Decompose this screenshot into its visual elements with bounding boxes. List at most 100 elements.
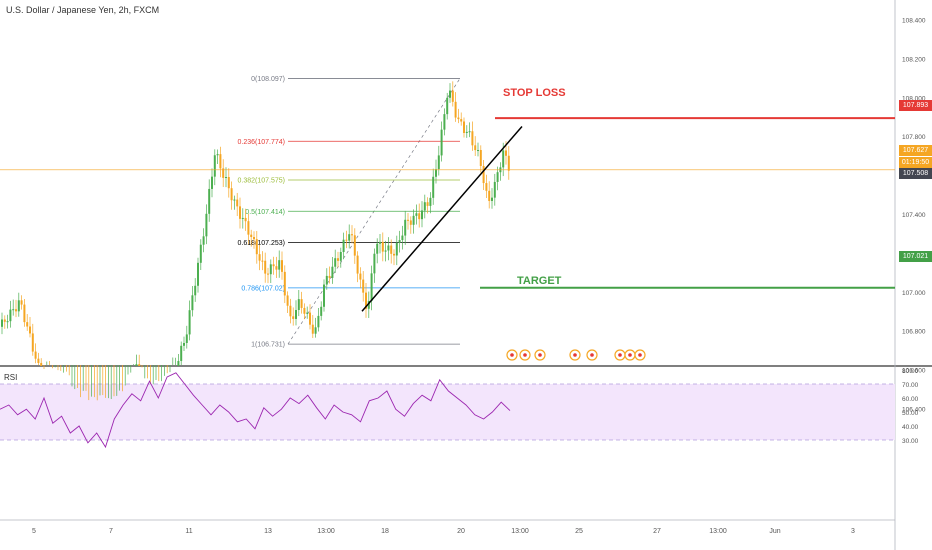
ascending-trendline xyxy=(361,125,523,312)
candle-body xyxy=(412,215,415,225)
candle-body xyxy=(205,213,208,237)
candle-body xyxy=(20,300,23,305)
user-drawings[interactable] xyxy=(0,117,895,312)
event-flag-dot xyxy=(573,353,577,357)
candle-body xyxy=(202,236,205,245)
candle-body xyxy=(138,364,141,366)
fib-level-label: 0.382(107.575) xyxy=(238,177,285,184)
candle-body xyxy=(213,155,216,177)
candle-body xyxy=(435,169,437,177)
price-tick: 107.400 xyxy=(902,212,926,219)
event-flag-dot xyxy=(628,353,632,357)
time-tick: 20 xyxy=(457,528,465,535)
time-tick: 13:00 xyxy=(511,528,529,535)
time-tick: 27 xyxy=(653,528,661,535)
candle-body xyxy=(393,253,395,256)
candle-body xyxy=(443,114,446,130)
time-tick: 13 xyxy=(264,528,272,535)
candle-body xyxy=(446,97,449,115)
candle-body xyxy=(339,252,342,261)
candle-body xyxy=(398,240,401,243)
candle-body xyxy=(502,150,505,168)
rsi-band xyxy=(0,383,895,441)
time-tick: 7 xyxy=(109,528,113,535)
fibonacci-retracement[interactable]: 0(108.097) 0.236(107.774) 0.382(107.575) 0.… xyxy=(238,76,461,349)
rsi-tick: 30.00 xyxy=(902,438,919,445)
candle-body xyxy=(496,172,499,182)
candle-body xyxy=(191,295,194,311)
fib-level-label: 1(106.731) xyxy=(251,342,285,349)
candle-body xyxy=(26,322,29,327)
candle-body xyxy=(429,197,432,206)
stop-loss-annotation[interactable]: STOP LOSS xyxy=(503,87,566,99)
candle-body xyxy=(482,165,485,184)
candle-body xyxy=(491,197,493,201)
candlestick-series[interactable] xyxy=(1,81,510,401)
candle-body xyxy=(437,155,440,170)
candle-body xyxy=(272,264,275,267)
candle-body xyxy=(432,176,435,198)
candle-body xyxy=(239,206,241,219)
candle-body xyxy=(258,254,261,261)
candle-body xyxy=(278,260,281,270)
candle-body xyxy=(421,210,423,220)
candle-body xyxy=(222,168,225,178)
candle-body xyxy=(409,220,412,225)
candle-body xyxy=(253,236,255,240)
event-flag-dot xyxy=(538,353,542,357)
candle-body xyxy=(457,117,460,120)
candle-body xyxy=(250,234,253,237)
candle-body xyxy=(34,351,37,359)
candle-body xyxy=(264,260,267,274)
candle-body xyxy=(261,260,264,262)
rsi-tick: 40.00 xyxy=(902,424,919,431)
candle-body xyxy=(233,199,236,201)
candle-body xyxy=(485,183,488,191)
candle-body xyxy=(306,312,309,314)
candle-body xyxy=(426,202,429,206)
candle-body xyxy=(449,90,451,98)
candle-body xyxy=(314,327,317,334)
candle-body xyxy=(390,245,393,254)
candle-body xyxy=(328,275,331,278)
fib-level-label: 0.5(107.414) xyxy=(245,209,285,216)
candle-body xyxy=(454,101,457,118)
candle-body xyxy=(227,177,230,189)
candle-body xyxy=(477,150,479,152)
fib-level-label: 0.618(107.253) xyxy=(238,240,285,247)
time-tick: 18 xyxy=(381,528,389,535)
fib-level-label: 0.786(107.02) xyxy=(241,285,285,292)
candle-body xyxy=(216,154,219,156)
candle-body xyxy=(6,321,9,323)
bar-countdown-tag: 01:19:50 xyxy=(899,157,932,168)
price-tick: 108.200 xyxy=(902,56,926,63)
fib-level-label: 0.236(107.774) xyxy=(238,139,285,146)
candle-body xyxy=(460,119,463,122)
candle-body xyxy=(211,176,213,189)
event-flag-dot xyxy=(618,353,622,357)
candle-body xyxy=(37,358,40,363)
rsi-indicator-label[interactable]: RSI xyxy=(4,373,18,382)
candle-body xyxy=(241,217,244,219)
candle-body xyxy=(345,239,348,241)
candle-body xyxy=(208,188,211,214)
candle-body xyxy=(418,213,421,220)
candle-body xyxy=(283,271,286,296)
candle-body xyxy=(15,309,17,312)
candle-body xyxy=(381,241,384,252)
candle-body xyxy=(474,145,477,151)
candle-body xyxy=(384,250,387,252)
candle-body xyxy=(225,177,227,179)
rsi-series xyxy=(0,372,511,449)
rsi-tick: 80.00 xyxy=(902,368,919,375)
candle-body xyxy=(488,190,491,201)
event-flag-dot xyxy=(523,353,527,357)
candle-body xyxy=(401,235,404,241)
candle-body xyxy=(463,121,465,133)
price-tick: 106.600 xyxy=(902,368,926,375)
target-annotation[interactable]: TARGET xyxy=(517,275,562,287)
economic-events[interactable] xyxy=(506,349,646,361)
candle-body xyxy=(177,360,180,366)
